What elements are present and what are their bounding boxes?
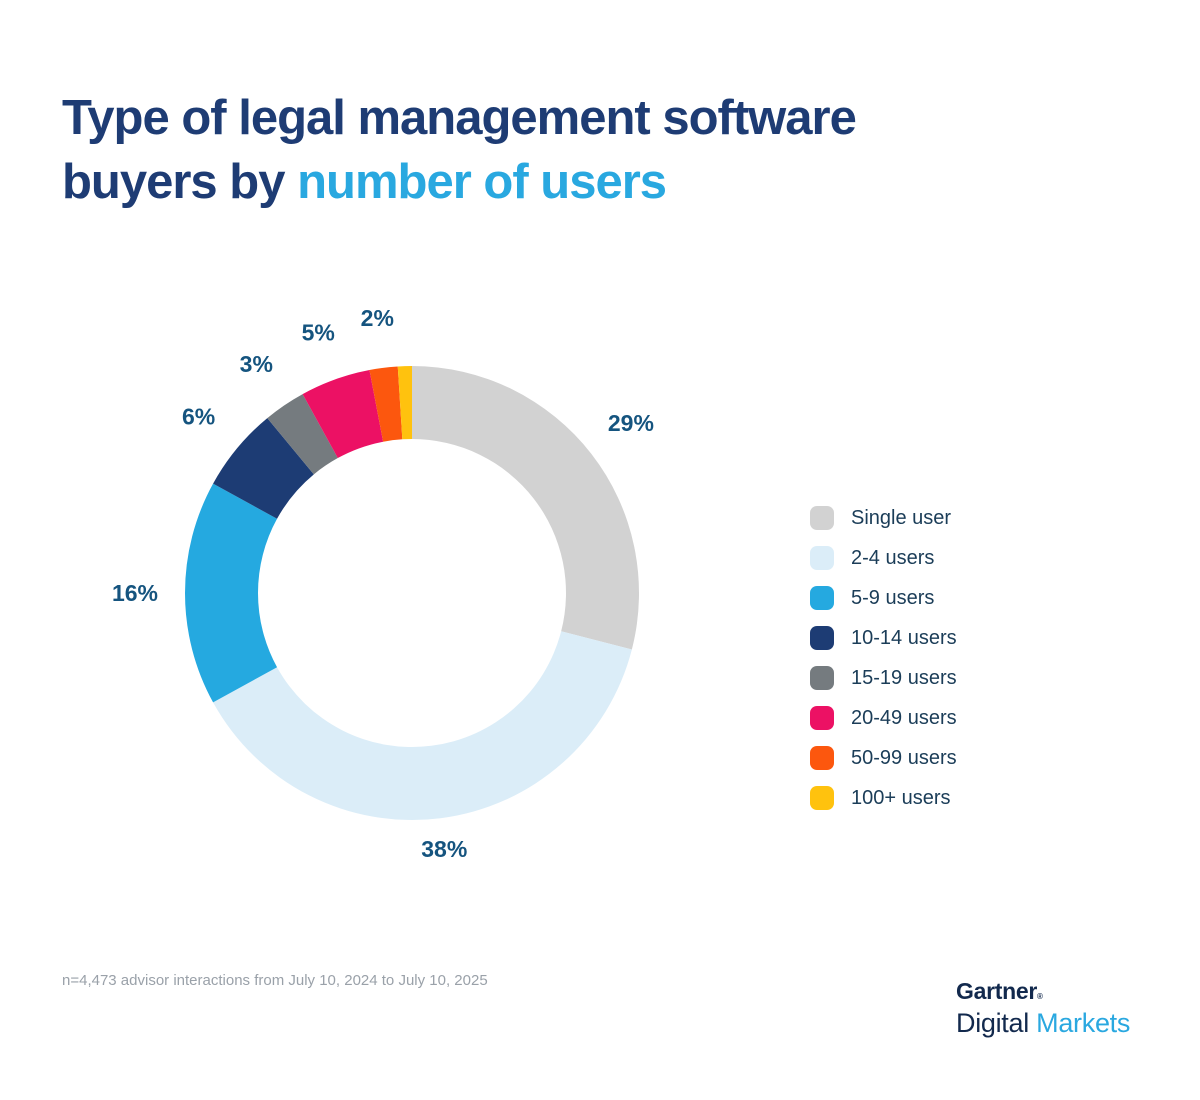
legend: Single user 2-4 users 5-9 users 10-14 users… [810,506,957,826]
legend-item-15-19-users: 15-19 users [810,666,957,690]
legend-label: Single user [851,506,952,529]
donut-percentage-labels: 29% 38% 16% 6% 3% 5% 2% [112,305,654,862]
title-highlight: number of users [297,155,667,209]
legend-item-100-users: 100+ users [810,786,957,810]
title-line-1: Type of legal management software [62,91,857,145]
logo-digital-markets-line: Digital Markets [956,1010,1130,1037]
percentage-label-20-49-users: 5% [302,319,335,345]
title-line-2: buyers by number of users [62,150,856,214]
gartner-digital-markets-logo: Gartner® Digital Markets [956,980,1130,1037]
donut-segment-100-users [397,366,412,440]
legend-swatch [810,506,834,530]
legend-label: 15-19 users [851,666,957,689]
legend-item-single-user: Single user [810,506,957,530]
title-line-2-prefix: buyers by [62,155,298,209]
donut-segment-single-user [412,365,640,650]
legend-swatch [810,626,834,650]
legend-swatch [810,786,834,810]
legend-swatch [810,586,834,610]
legend-item-2-4-users: 2-4 users [810,546,957,570]
legend-label: 10-14 users [851,626,957,649]
percentage-label-50-99-users: 2% [361,305,394,331]
legend-label: 100+ users [851,786,951,809]
legend-item-5-9-users: 5-9 users [810,586,957,610]
donut-segments [185,365,640,821]
percentage-label-5-9-users: 16% [112,580,158,606]
legend-label: 50-99 users [851,746,957,769]
legend-item-50-99-users: 50-99 users [810,746,957,770]
logo-gartner-line: Gartner® [956,980,1130,1003]
donut-segment-15-19-users [267,394,338,475]
logo-markets-text: Markets [1036,1008,1131,1038]
percentage-label-10-14-users: 6% [182,403,215,429]
donut-segment-10-14-users [213,418,314,519]
logo-gartner-text: Gartner [956,978,1037,1004]
legend-swatch [810,546,834,570]
percentage-label-single-user: 29% [608,410,654,436]
legend-swatch [810,706,834,730]
legend-label: 20-49 users [851,706,957,729]
legend-swatch [810,746,834,770]
legend-label: 5-9 users [851,586,935,609]
legend-swatch [810,666,834,690]
donut-segment-50-99-users [369,366,403,442]
percentage-label-15-19-users: 3% [240,351,273,377]
legend-item-20-49-users: 20-49 users [810,706,957,730]
footnote: n=4,473 advisor interactions from July 1… [62,972,488,989]
legend-label: 2-4 users [851,546,935,569]
donut-segment-5-9-users [185,483,278,703]
logo-digital-text: Digital [956,1008,1037,1038]
percentage-label-2-4-users: 38% [421,836,467,862]
donut-segment-20-49-users [302,370,384,459]
registered-mark-icon: ® [1036,992,1043,1001]
legend-item-10-14-users: 10-14 users [810,626,957,650]
page-title: Type of legal management software buyers… [62,86,857,214]
donut-segment-2-4-users [213,631,632,821]
